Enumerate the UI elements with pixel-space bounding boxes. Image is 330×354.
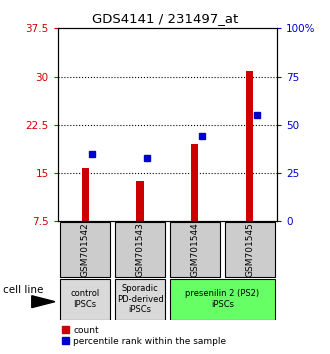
Text: GDS4141 / 231497_at: GDS4141 / 231497_at [92,12,238,25]
Text: presenilin 2 (PS2)
iPSCs: presenilin 2 (PS2) iPSCs [185,290,259,309]
Text: cell line: cell line [3,285,43,295]
Text: GSM701543: GSM701543 [136,222,145,277]
Bar [60,222,111,277]
Bar [224,222,275,277]
Legend: count, percentile rank within the sample: count, percentile rank within the sample [62,326,226,346]
Text: GSM701545: GSM701545 [245,222,254,277]
Bar [170,222,220,277]
Text: control
IPSCs: control IPSCs [71,290,100,309]
Text: GSM701544: GSM701544 [190,222,199,277]
Bar [246,72,253,221]
Text: GSM701542: GSM701542 [81,222,90,277]
Bar [60,279,111,320]
Bar [191,144,198,221]
Bar [115,279,165,320]
Bar [170,279,275,320]
Polygon shape [32,296,55,308]
Text: Sporadic
PD-derived
iPSCs: Sporadic PD-derived iPSCs [117,284,163,314]
Bar [82,168,89,221]
Bar [115,222,165,277]
Bar [137,181,144,221]
